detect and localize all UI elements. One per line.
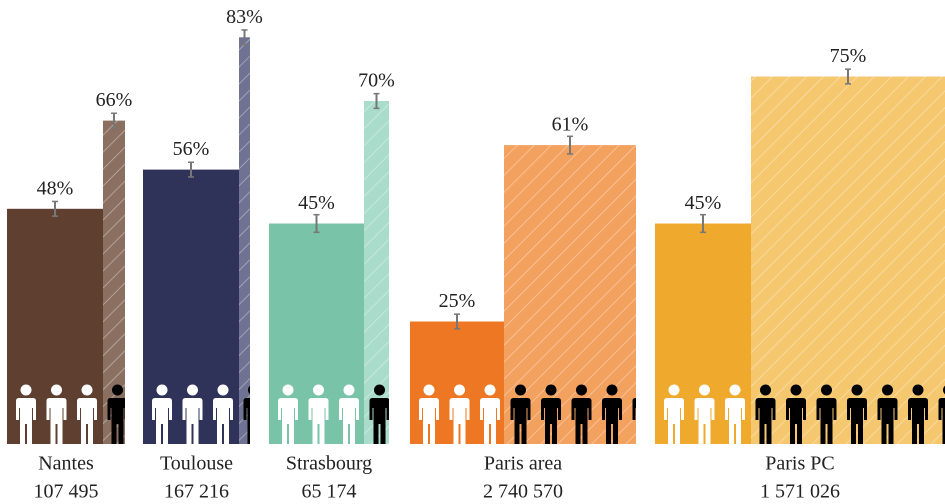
category-label: Toulouse: [160, 453, 233, 475]
value-label: 45%: [685, 192, 722, 214]
population-label: 1 571 026: [760, 481, 840, 503]
category-label: Paris area: [484, 453, 562, 475]
hatch: [103, 120, 125, 444]
category-label: Strasbourg: [286, 453, 372, 475]
population-label: 65 174: [302, 481, 357, 503]
value-label: 61%: [552, 114, 589, 136]
category-label: Paris PC: [765, 453, 834, 475]
category-label: Nantes: [38, 453, 94, 475]
value-label: 25%: [439, 290, 476, 312]
value-label: 83%: [226, 6, 263, 28]
value-label: 70%: [358, 70, 395, 92]
population-label: 107 495: [34, 481, 99, 503]
value-label: 45%: [298, 192, 335, 214]
value-label: 56%: [173, 138, 210, 160]
population-label: 167 216: [164, 481, 229, 503]
value-label: 75%: [830, 45, 867, 67]
population-label: 2 740 570: [483, 481, 563, 503]
value-label: 66%: [96, 89, 133, 111]
hatch: [751, 76, 945, 444]
value-label: 48%: [37, 177, 74, 199]
hatch: [239, 37, 250, 445]
